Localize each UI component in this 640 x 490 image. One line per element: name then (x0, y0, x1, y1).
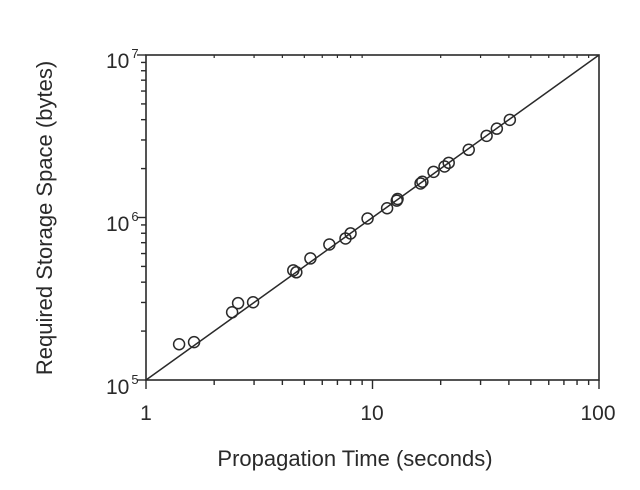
data-point (490, 122, 504, 135)
data-point (438, 160, 451, 173)
x-tick-label: 100 (580, 402, 615, 425)
x-tick-label: 10 (360, 402, 383, 425)
data-point (187, 335, 201, 349)
data-point (323, 238, 336, 251)
data-point (391, 192, 404, 206)
data-point (361, 212, 374, 225)
data-point (344, 227, 357, 240)
data-points (172, 113, 517, 351)
data-point (304, 252, 317, 265)
data-point (172, 337, 186, 351)
data-point (290, 266, 303, 279)
data-point (225, 306, 239, 319)
y-tick-labels: 10 5 10 6 10 7 (106, 46, 139, 399)
x-tick-label: 1 (140, 402, 152, 425)
data-point (462, 143, 475, 157)
y-axis-title: Required Storage Space (bytes) (32, 61, 57, 375)
data-point (231, 296, 245, 310)
y-tick-label: 10 7 (106, 46, 139, 73)
data-point (427, 165, 440, 179)
data-point (287, 264, 300, 277)
y-axis-ticks (137, 54, 146, 381)
y-tick-label: 10 5 (106, 372, 139, 399)
data-point (416, 175, 429, 188)
data-point (414, 177, 427, 190)
data-point (480, 129, 493, 143)
x-axis-ticks (145, 55, 600, 389)
data-point (246, 295, 260, 309)
y-tick-label: 10 6 (106, 209, 139, 236)
data-point (442, 156, 455, 170)
x-axis-title: Propagation Time (seconds) (217, 446, 492, 471)
data-point (380, 202, 394, 215)
data-point (503, 113, 517, 127)
x-tick-labels: 1 10 100 (140, 402, 615, 425)
